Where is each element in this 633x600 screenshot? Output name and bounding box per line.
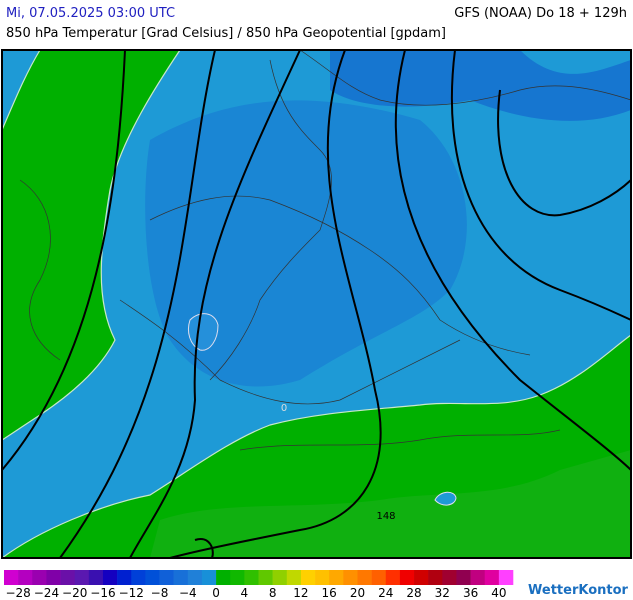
legend-swatch xyxy=(18,570,33,585)
legend-label: 28 xyxy=(406,586,421,600)
legend-swatch xyxy=(343,570,358,585)
legend-swatch xyxy=(131,570,146,585)
legend-label: −24 xyxy=(34,586,59,600)
legend-label: 4 xyxy=(241,586,249,600)
legend-swatch xyxy=(117,570,132,585)
contour-label: 0 xyxy=(281,403,287,414)
legend-label: 0 xyxy=(212,586,220,600)
legend-swatch xyxy=(201,570,217,585)
datetime: Mi, 07.05.2025 03:00 UTC xyxy=(6,6,176,21)
legend-swatch xyxy=(46,570,61,585)
legend-swatch xyxy=(159,570,174,585)
legend-swatch xyxy=(32,570,47,585)
legend-swatch xyxy=(258,570,273,585)
legend-swatch xyxy=(371,570,387,585)
legend-swatch xyxy=(74,570,90,585)
legend-label: 16 xyxy=(322,586,337,600)
legend-swatch xyxy=(187,570,203,585)
legend-swatch xyxy=(329,570,344,585)
legend-swatch xyxy=(60,570,75,585)
cold-core-north xyxy=(330,50,631,121)
legend-label: 24 xyxy=(378,586,393,600)
logo: WetterKontor xyxy=(528,583,628,598)
legend-swatch xyxy=(102,570,118,585)
borders xyxy=(19,49,632,451)
contour-label: 148 xyxy=(376,511,395,522)
legend-label: −20 xyxy=(62,586,87,600)
legend-swatch xyxy=(145,570,160,585)
legend-swatch xyxy=(230,570,245,585)
legend-swatch xyxy=(173,570,189,585)
legend-label: −4 xyxy=(179,586,197,600)
legend-swatch xyxy=(399,570,415,585)
legend-swatch xyxy=(244,570,259,585)
legend-swatch xyxy=(442,570,457,585)
legend-label: 20 xyxy=(350,586,365,600)
legend-swatch xyxy=(315,570,330,585)
legend-label: 8 xyxy=(269,586,277,600)
legend-label: −28 xyxy=(5,586,30,600)
legend-swatch xyxy=(357,570,372,585)
legend-swatch xyxy=(414,570,429,585)
isotherm-pocket xyxy=(187,313,219,351)
legend-swatch xyxy=(456,570,471,585)
legend-swatch xyxy=(300,570,316,585)
legend-swatch xyxy=(216,570,231,585)
map: 148 0 xyxy=(0,49,632,559)
legend-swatch xyxy=(484,570,500,585)
geopotential-contours xyxy=(1,49,632,559)
model-run: GFS (NOAA) Do 18 + 129h xyxy=(454,6,627,21)
warm-area-inner xyxy=(150,450,631,558)
legend-label: 36 xyxy=(463,586,478,600)
legend-swatch xyxy=(498,570,514,585)
cold-core xyxy=(145,100,467,387)
legend-swatch xyxy=(272,570,288,585)
legend-label: 12 xyxy=(293,586,308,600)
legend-label: −8 xyxy=(151,586,169,600)
legend-swatch xyxy=(428,570,443,585)
legend-label: −16 xyxy=(90,586,115,600)
color-legend: −28 −24 −20 −16 −12 −8 −4 0 4 8 12 16 20 24 28 32 36 40 xyxy=(4,570,514,600)
legend-swatch xyxy=(470,570,486,585)
legend-label: −12 xyxy=(119,586,144,600)
legend-swatch xyxy=(385,570,401,585)
subtitle: 850 hPa Temperatur [Grad Celsius] / 850 … xyxy=(6,26,447,41)
map-frame xyxy=(1,49,632,559)
legend-swatch xyxy=(286,570,302,585)
legend-label: 32 xyxy=(435,586,450,600)
legend-label: 40 xyxy=(491,586,506,600)
isotherm-pocket xyxy=(434,491,457,506)
legend-swatch xyxy=(88,570,104,585)
legend-swatch xyxy=(4,570,19,585)
